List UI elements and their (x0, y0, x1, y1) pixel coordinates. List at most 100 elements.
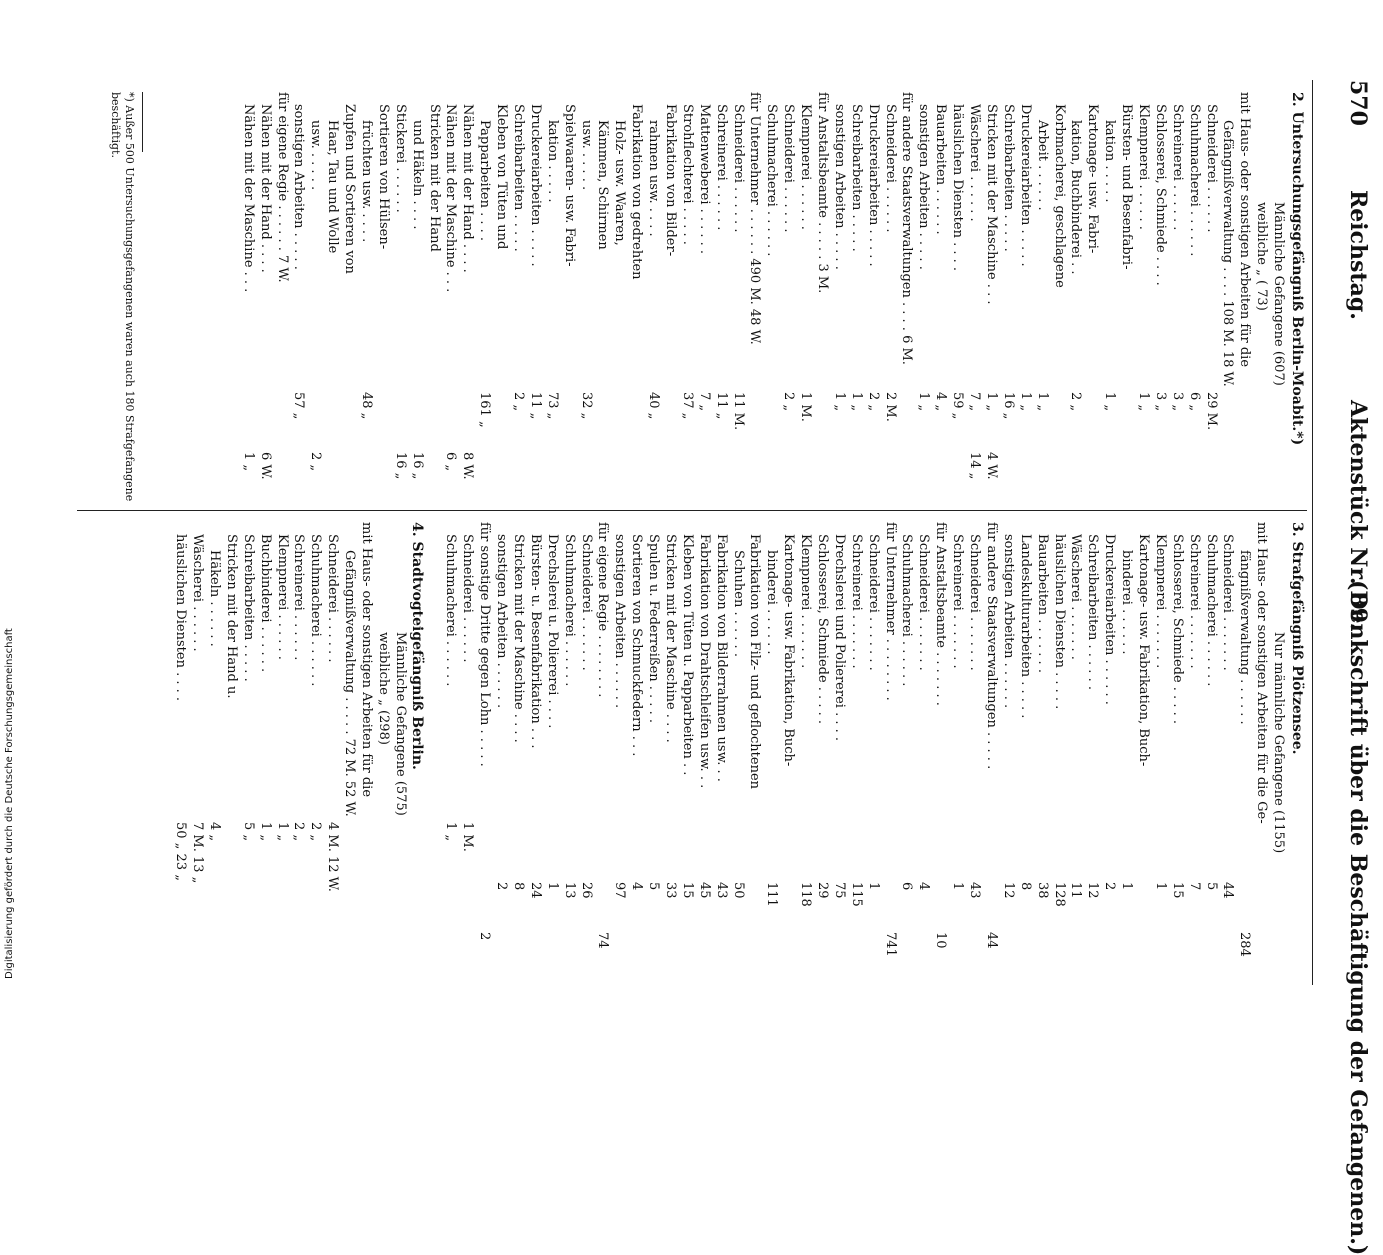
row-label: für Unternehmer . . . . . . 490 M. 48 W. (747, 92, 763, 345)
row-label: Schlosserei, Schmiede . . . . (1152, 104, 1168, 286)
row-value: 12 (1000, 882, 1016, 899)
row-value: 4 M. 12 W. (325, 822, 341, 892)
table-row: früchten usw. . . . . 48 „ (357, 92, 374, 512)
section-title: 2. Untersuchungsgefängniß Berlin-Moabit.… (1289, 92, 1305, 446)
row-label: Stricken mit der Maschine . . . . (663, 534, 679, 743)
table-row: Gefängnißverwaltung . . . . 108 M. 18 W. (1219, 92, 1235, 512)
table-row: mit Haus- oder sonstigen Arbeiten für di… (1235, 92, 1252, 512)
table-row: Spulen u. Federreißen . . . . . 5 (644, 522, 661, 962)
row-value: 2 „ (291, 822, 307, 842)
row-label: Schneiderei . . . . . . (882, 104, 898, 233)
header-title-right: (Denkschrift über die Beschäftigung der … (1345, 580, 1371, 1255)
table-row: Schreibarbeiten . . . . . 16 „ (999, 92, 1016, 512)
row-value: 45 (696, 882, 712, 899)
row-label: Schuhmacherei . . . . . . (308, 534, 324, 687)
row-label: Arbeit . . . . . . (1034, 120, 1050, 211)
table-row: für Anstaltsbeamte . . . . . 3 M. (813, 92, 830, 512)
row-value: 741 (882, 932, 898, 957)
row-label: Bauarbeiten . . . . . . . (1034, 534, 1050, 673)
row-label: Schuhmacherei . . . . . . (1186, 104, 1202, 257)
row-label: Schneiderei . . . . . . . (865, 534, 881, 671)
row-value: 74 (595, 932, 611, 949)
row-value: 128 (1051, 882, 1067, 907)
row-label: weibliche „ ( 73) (1254, 202, 1270, 311)
row-label: Kartonage- usw. Fabrikation, Buch- (1135, 534, 1151, 767)
row-label: Schreibarbeiten . . . . . (240, 534, 256, 682)
row-label: häuslichen Diensten . . . . (173, 534, 189, 702)
row-label: Schneiderei . . . . . . (730, 104, 746, 233)
table-row: für eigene Regie . . . . . . 7 W. (273, 92, 290, 512)
row-label: Fabrikation von gedrehten (629, 104, 645, 280)
table-row: Schneiderei . . . . . . . 1 (864, 522, 881, 962)
row-value: 1 „ (916, 392, 932, 412)
row-label: für eigene Regie . . . . . . . . (595, 522, 611, 698)
row-value: 2 „ (308, 452, 324, 472)
row-label: Klempnerei . . . . . . (1135, 104, 1151, 230)
table-row: Schreinerei . . . . . . . 1 (948, 522, 965, 962)
row-label: sonstigen Arbeiten . . . . . (291, 104, 307, 270)
row-label: Drechslerei u. Poliererei . . . . (544, 534, 560, 729)
table-row: Klempnerei . . . . . . . 118 (796, 522, 813, 962)
right-column: 3. Strafgefängniß Plötzensee. Nur männli… (171, 522, 1305, 962)
row-value: 1 „ (1034, 392, 1050, 412)
document-page: 570 Reichstag. Aktenstück Nr. 89. (Denks… (77, 80, 1371, 1255)
row-label: Schneiderei . . . . . . . (916, 534, 932, 671)
table-row: Klempnerei . . . . . . 1 „ (1134, 92, 1151, 512)
row-value: 1 (544, 882, 560, 891)
row-value: 1 M. (460, 822, 476, 852)
row-label: Kartonage- usw. Fabri- (1085, 104, 1101, 254)
table-row: weibliche „ ( 73) (1252, 92, 1269, 512)
table-row: Schlosserei, Schmiede . . . . 3 „ (1151, 92, 1168, 512)
row-label: Fabrikation von Drahtschleifen usw. . . (696, 534, 712, 789)
row-value: 2 M. (882, 392, 898, 422)
row-value: 2 „ (781, 392, 797, 412)
table-row: Landeskulturarbeiten . . . . . 8 (1016, 522, 1033, 962)
table-row: für andere Staatsverwaltungen . . . . 6 … (898, 92, 915, 512)
row-label: Schreibarbeiten . . . . . . (1085, 534, 1101, 690)
row-value: 115 (848, 882, 864, 907)
table-row: für eigene Regie . . . . . . . . 74 (594, 522, 611, 962)
table-row: Schreibarbeiten . . . . . 5 „ (239, 522, 256, 962)
table-row: für sonstige Dritte gegen Lohn . . . . .… (475, 522, 492, 962)
table-row: Spielwaaren- usw. Fabri- (560, 92, 577, 512)
table-row: kation, Buchbinderei . . 2 „ (1067, 92, 1083, 512)
row-value: 1 M. (798, 392, 814, 422)
table-row: Fabrikation von Bilderrahmen usw. . . 43 (712, 522, 729, 962)
table-row: häuslichen Diensten . . . . 59 „ (948, 92, 965, 512)
header-rule (1312, 80, 1313, 985)
row-value: 48 „ (359, 392, 374, 420)
row-value: 11 M. (730, 392, 746, 431)
row-value: 1 „ (831, 392, 847, 412)
table-row: Kartonage- usw. Fabri- (1083, 92, 1100, 512)
table-row: Klempnerei . . . . . . . 1 (1151, 522, 1168, 962)
row-value: 24 (527, 882, 543, 899)
table-row: Schreibarbeiten . . . . . 2 „ (509, 92, 526, 512)
table-row: Bürsten- und Besenfabri- (1117, 92, 1134, 512)
row-value: 2 (494, 882, 510, 891)
row-label: Männliche Gefangene (607) (1271, 202, 1287, 386)
row-value: 7 „ (696, 392, 712, 412)
row-label: Männliche Gefangene (575) (392, 632, 408, 816)
row-label: Häkeln . . . . . . (206, 550, 222, 647)
row-value: 4 „ (206, 822, 222, 842)
digitization-credit: Digitalisierung gefördert durch die Deut… (0, 0, 22, 1000)
row-label: für andere Staatsverwaltungen . . . . 6 … (899, 92, 915, 365)
row-label: kation . . . . . (1102, 120, 1118, 203)
table-row: usw. . . . . . 32 „ (577, 92, 594, 512)
row-label: Stricken mit der Hand u. (223, 534, 239, 699)
row-value: 8 (511, 882, 527, 891)
row-value: 1 „ (257, 822, 273, 842)
row-label: Spulen u. Federreißen . . . . . (646, 534, 662, 723)
table-row: Schlosserei, Schmiede . . . . . 29 (813, 522, 830, 962)
right-lines: Nur männliche Gefangene (1155) mit Haus- … (171, 522, 1286, 962)
row-label: Schneiderei . . . . . . . (578, 534, 594, 671)
row-label: für Unternehmer . . . . . . . . (882, 522, 898, 701)
row-value: 75 (831, 882, 847, 899)
table-row: sonstigen Arbeiten . . . . . 1 „ (830, 92, 847, 512)
table-row: Schreinerei . . . . . . 3 „ (1168, 92, 1185, 512)
row-label: Schreinerei . . . . . . . (848, 534, 864, 669)
row-label: für Anstaltsbeamte . . . . . 3 M. (815, 92, 831, 294)
row-label: für eigene Regie . . . . . . 7 W. (274, 92, 290, 283)
row-value: 1 „ (983, 392, 999, 412)
table-row: Wäscherei . . . . . . 7 „ 14 „ (965, 92, 982, 512)
